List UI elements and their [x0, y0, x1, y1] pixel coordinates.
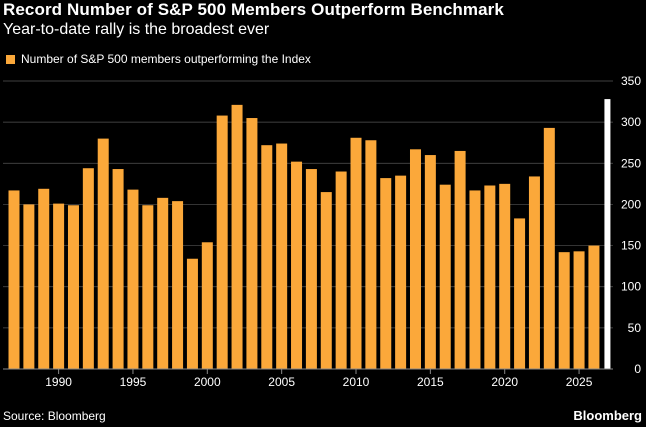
bar-2003	[246, 118, 258, 370]
bar-2026	[588, 245, 600, 369]
bar-2014	[409, 149, 421, 369]
bar-1997	[157, 197, 169, 369]
bar-1999	[186, 258, 198, 369]
bar-2009	[335, 171, 347, 369]
bars	[3, 99, 613, 370]
y-tick-label: 300	[621, 115, 641, 129]
bar-2015	[424, 155, 436, 369]
bar-2008	[320, 192, 332, 369]
y-tick-label: 0	[634, 362, 641, 376]
x-tick-label: 2020	[491, 375, 518, 389]
x-tick-label: 2025	[566, 375, 593, 389]
bar-1992	[82, 168, 94, 369]
brand-logo: Bloomberg	[573, 408, 642, 423]
bar-2023	[543, 127, 555, 369]
y-tick-label: 100	[621, 280, 641, 294]
bar-2020	[499, 183, 511, 369]
legend-swatch	[6, 54, 15, 64]
y-tick-label: 200	[621, 197, 641, 211]
y-tick-label: 150	[621, 239, 641, 253]
bar-2002	[231, 104, 243, 369]
bar-2013	[395, 175, 407, 369]
bar-2018	[469, 190, 481, 369]
bar-1991	[67, 205, 79, 369]
bar-1998	[172, 201, 184, 369]
y-axis-ticks: 0 50 100 150 200 250 300 350	[621, 74, 641, 376]
bar-2005	[276, 143, 288, 369]
legend-label: Number of S&P 500 members outperforming …	[21, 52, 311, 66]
bar-2010	[350, 137, 362, 369]
x-tick-label: 2015	[417, 375, 444, 389]
y-tick-label: 350	[621, 74, 641, 88]
bar-2019	[484, 185, 496, 369]
y-tick-label: 250	[621, 156, 641, 170]
bar-2022	[528, 176, 540, 369]
bar-2016	[439, 184, 451, 369]
chart-subtitle: Year-to-date rally is the broadest ever	[3, 21, 270, 38]
x-tick-label: 2010	[343, 375, 370, 389]
bar-2012	[380, 178, 392, 369]
highlight-bar	[604, 99, 611, 370]
bar-1987	[8, 190, 20, 369]
bar-2011	[365, 140, 377, 369]
bar-2000	[201, 242, 213, 369]
bar-1993	[97, 138, 109, 369]
bar-1989	[38, 188, 50, 369]
bar-2025	[573, 251, 585, 369]
x-tick-label: 2005	[268, 375, 295, 389]
bar-2006	[291, 161, 303, 369]
bar-1990	[53, 203, 65, 369]
x-tick-label: 1995	[120, 375, 147, 389]
bar-1996	[142, 205, 154, 369]
x-tick-label: 2000	[194, 375, 221, 389]
legend: Number of S&P 500 members outperforming …	[6, 52, 311, 66]
bar-2001	[216, 115, 228, 369]
bar-1995	[127, 189, 139, 369]
x-tick-label: 1990	[45, 375, 72, 389]
x-axis-ticks: 1990 1995 2000 2005 2010 2015 2020 2025	[45, 369, 593, 389]
bar-2024	[558, 252, 570, 369]
bar-2007	[305, 169, 317, 369]
bar-1988	[23, 204, 35, 369]
source-note: Source: Bloomberg	[3, 409, 106, 423]
bar-1994	[112, 169, 124, 369]
chart-title: Record Number of S&P 500 Members Outperf…	[3, 0, 504, 19]
bar-2004	[261, 145, 273, 369]
y-tick-label: 50	[628, 321, 642, 335]
bar-2021	[514, 218, 526, 369]
bar-2017	[454, 150, 466, 369]
